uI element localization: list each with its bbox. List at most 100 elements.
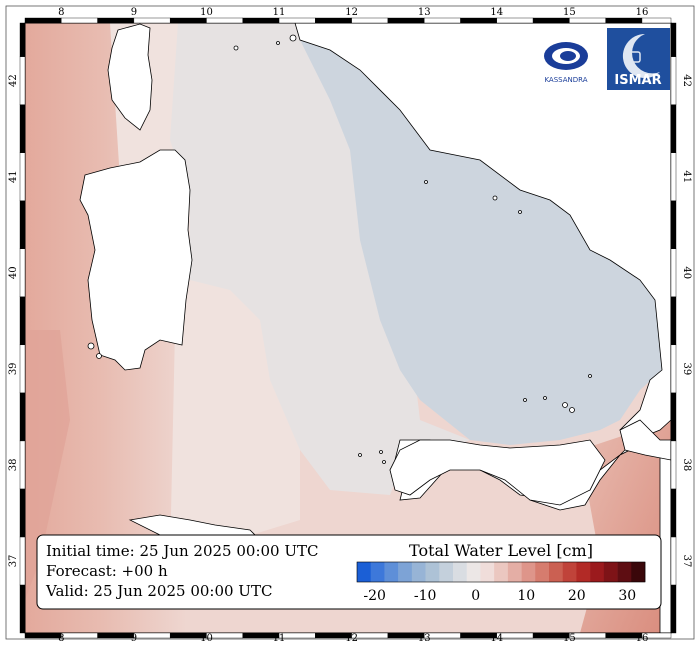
border-segment-top — [278, 17, 316, 24]
border-segment-right — [670, 296, 677, 346]
border-segment-bottom — [97, 632, 135, 639]
lat-label-left: 37 — [8, 555, 19, 568]
colorbar-tick-label: 0 — [471, 588, 480, 604]
lat-label-right: 41 — [681, 170, 692, 183]
colorbar-tick-label: 30 — [618, 588, 636, 604]
colorbar-swatch — [507, 562, 522, 582]
legend-box: Initial time: 25 Jun 2025 00:00 UTC Fore… — [36, 534, 662, 610]
lon-label-top: 11 — [273, 7, 286, 18]
border-segment-right — [670, 56, 677, 105]
border-segment-bottom — [24, 632, 62, 639]
lat-label-left: 40 — [8, 266, 19, 279]
border-segment-right — [670, 584, 677, 634]
border-segment-left — [19, 344, 26, 394]
border-segment-top — [641, 17, 672, 24]
lon-label-bottom: 9 — [131, 633, 137, 644]
colorbar-swatch — [411, 562, 426, 582]
colorbar-ticks: -20 -10 0 10 20 30 — [363, 588, 636, 604]
colorbar-swatch — [453, 562, 468, 582]
border-segment-top — [569, 17, 606, 24]
colorbar-swatch — [549, 562, 564, 582]
border-segment-right — [670, 488, 677, 538]
border-segment-top — [605, 17, 643, 24]
colorbar-tick-label: -10 — [414, 588, 437, 604]
colorbar-swatch — [617, 562, 632, 582]
ismar-logo: ISMAR — [607, 28, 670, 90]
lon-label-bottom: 13 — [418, 633, 431, 644]
lat-label-right: 39 — [681, 362, 692, 375]
border-segment-left — [19, 440, 26, 490]
border-segment-left — [19, 536, 26, 586]
border-segment-top — [242, 17, 280, 24]
lat-label-left: 39 — [8, 362, 19, 375]
lon-label-top: 9 — [131, 7, 137, 18]
border-segment-top — [315, 17, 352, 24]
lat-label-left: 38 — [8, 459, 19, 472]
colorbar-swatch — [494, 562, 509, 582]
border-segment-top — [133, 17, 171, 24]
colorbar-title: Total Water Level [cm] — [409, 541, 593, 560]
colorbar-tick-label: -20 — [363, 588, 386, 604]
colorbar-swatch — [590, 562, 605, 582]
border-segment-top — [61, 17, 98, 24]
border-segment-bottom — [133, 632, 171, 639]
lon-label-top: 12 — [345, 7, 358, 18]
longitude-labels-top: 8 9 10 11 12 13 14 15 16 — [58, 7, 648, 18]
border-segment-left — [19, 152, 26, 201]
colorbar — [356, 561, 646, 583]
map-border — [19, 17, 677, 639]
colorbar-swatch — [357, 562, 372, 582]
kassandra-logo: KASSANDRA — [532, 30, 600, 90]
lat-label-right: 37 — [681, 555, 692, 568]
colorbar-swatch — [603, 562, 618, 582]
border-segment-top — [206, 17, 243, 24]
colorbar-swatch — [398, 562, 413, 582]
forecast-text: Forecast: +00 h — [46, 562, 168, 580]
colorbar-swatch — [521, 562, 536, 582]
colorbar-swatch — [535, 562, 550, 582]
lat-label-right: 38 — [681, 459, 692, 472]
border-segment-right — [670, 440, 677, 490]
lon-label-bottom: 15 — [563, 633, 576, 644]
border-segment-right — [670, 152, 677, 201]
latitude-labels-left: 37 38 39 40 41 42 — [8, 74, 19, 567]
border-segment-top — [424, 17, 461, 24]
lat-label-right: 40 — [681, 266, 692, 279]
colorbar-swatch — [576, 562, 591, 582]
ismar-logo-text: ISMAR — [614, 73, 661, 88]
lon-label-top: 10 — [200, 7, 213, 18]
border-segment-top — [460, 17, 497, 24]
border-segment-top — [24, 17, 62, 24]
corsica-land — [107, 23, 153, 131]
colorbar-swatch — [370, 562, 385, 582]
border-segment-right — [670, 22, 677, 57]
calabria-land — [619, 419, 671, 461]
border-segment-right — [670, 200, 677, 249]
colorbar-swatch — [425, 562, 440, 582]
border-segment-left — [19, 22, 26, 57]
border-segment-left — [19, 392, 26, 442]
lon-label-bottom: 16 — [636, 633, 649, 644]
border-segment-left — [19, 56, 26, 105]
border-segment-right — [670, 392, 677, 442]
border-segment-top — [496, 17, 534, 24]
border-segment-top — [532, 17, 570, 24]
lat-label-right: 42 — [681, 74, 692, 87]
border-segment-top — [387, 17, 425, 24]
border-segment-left — [19, 296, 26, 346]
border-segment-right — [670, 104, 677, 153]
border-segment-top — [169, 17, 207, 24]
outer-frame — [5, 5, 695, 640]
colorbar-tick-label: 20 — [568, 588, 586, 604]
border-segment-top — [351, 17, 389, 24]
lon-label-bottom: 10 — [200, 633, 213, 644]
lon-label-bottom: 11 — [273, 633, 286, 644]
border-segment-right — [670, 344, 677, 394]
border-segment-bottom — [61, 632, 98, 639]
lon-label-bottom: 8 — [58, 633, 64, 644]
colorbar-swatch — [439, 562, 454, 582]
land-masses — [79, 23, 671, 633]
lon-label-top: 13 — [418, 7, 431, 18]
border-segment-bottom — [641, 632, 672, 639]
lon-label-bottom: 12 — [345, 633, 358, 644]
